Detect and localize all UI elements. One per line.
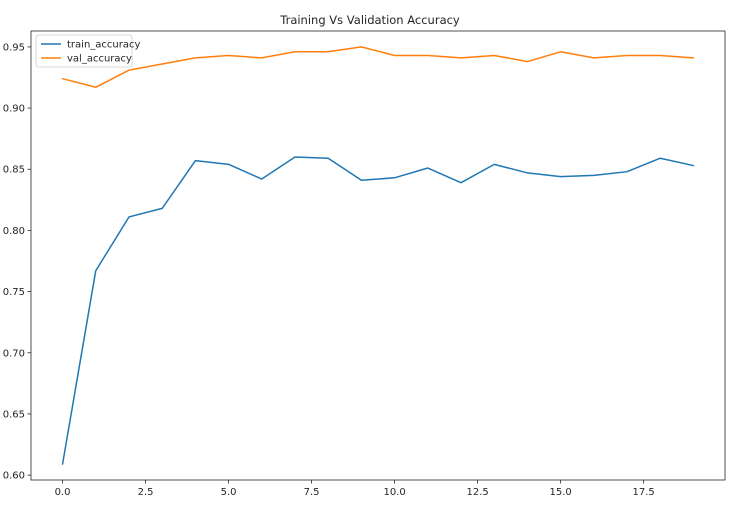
y-tick-label: 0.95 (3, 42, 25, 53)
y-tick-label: 0.80 (3, 226, 25, 237)
y-tick-label: 0.90 (3, 104, 25, 115)
x-tick-label: 5.0 (221, 487, 237, 498)
chart-title: Training Vs Validation Accuracy (279, 13, 460, 27)
y-tick-label: 0.75 (3, 287, 25, 298)
plot-frame (30, 30, 726, 481)
x-tick-label: 12.5 (466, 487, 488, 498)
y-tick-label: 0.70 (3, 348, 25, 359)
x-tick-label: 10.0 (383, 487, 405, 498)
series-layer (61, 46, 695, 465)
x-tick-label: 2.5 (138, 487, 154, 498)
x-tick-label: 17.5 (633, 487, 655, 498)
legend: train_accuracy val_accuracy (35, 34, 140, 68)
y-tick-label: 0.65 (3, 409, 25, 420)
legend-label-val-accuracy: val_accuracy (67, 54, 132, 65)
series-line-val-accuracy (61, 46, 695, 89)
y-tick-label: 0.85 (3, 165, 25, 176)
legend-label-train-accuracy: train_accuracy (67, 40, 140, 51)
axes: 0.0 2.5 5.0 7.5 10.0 12.5 15.0 17.5 0.60 0.65 0.70… (3, 30, 726, 498)
series-line-train-accuracy (61, 156, 695, 465)
legend-box (35, 34, 133, 68)
x-tick-label: 0.0 (55, 487, 71, 498)
y-tick-label: 0.60 (3, 471, 25, 482)
x-tick-label: 7.5 (304, 487, 320, 498)
x-tick-label: 15.0 (549, 487, 571, 498)
